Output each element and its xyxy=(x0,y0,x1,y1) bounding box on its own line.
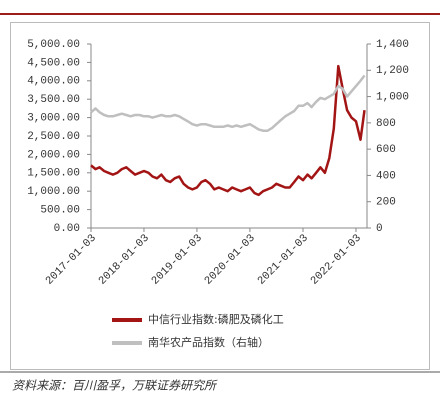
y2-tick-label: 0 xyxy=(376,223,383,235)
x-tick-label: 2017-01-03 xyxy=(44,232,99,287)
series-line xyxy=(90,74,366,132)
source: 资料来源：百川盈孚，万联证券研究所 xyxy=(12,379,218,393)
y2-tick-label: 400 xyxy=(376,170,396,182)
x-tick-label: 2022-01-03 xyxy=(309,232,364,287)
x-tick-label: 2018-01-03 xyxy=(97,232,152,287)
y-tick-label: 4,500.00 xyxy=(27,57,80,69)
series-line xyxy=(90,64,366,197)
y2-tick-label: 1,200 xyxy=(376,65,409,77)
legend-label: 南华农产品指数（右轴） xyxy=(148,335,269,349)
y-tick-label: 500.00 xyxy=(40,205,80,217)
y-tick-label: 0.00 xyxy=(54,223,80,235)
x-tick-label: 2019-01-03 xyxy=(150,232,205,287)
y2-tick-label: 200 xyxy=(376,197,396,209)
y-tick-label: 2,000.00 xyxy=(27,149,80,161)
y2-tick-label: 1,400 xyxy=(376,39,409,51)
x-tick-label: 2021-01-03 xyxy=(256,232,311,287)
legend-label: 中信行业指数:磷肥及磷化工 xyxy=(148,312,284,326)
y-tick-label: 4,000.00 xyxy=(27,76,80,88)
y-tick-label: 3,500.00 xyxy=(27,94,80,106)
y2-tick-label: 800 xyxy=(376,118,396,130)
y-tick-label: 1,000.00 xyxy=(27,186,80,198)
y-tick-label: 2,500.00 xyxy=(27,131,80,143)
chart-frame xyxy=(10,22,430,370)
y-tick-label: 5,000.00 xyxy=(27,39,80,51)
y2-tick-label: 600 xyxy=(376,144,396,156)
y-tick-label: 1,500.00 xyxy=(27,168,80,180)
y-tick-label: 3,000.00 xyxy=(27,113,80,125)
x-tick-label: 2020-01-03 xyxy=(203,232,258,287)
y2-tick-label: 1,000 xyxy=(376,91,409,103)
